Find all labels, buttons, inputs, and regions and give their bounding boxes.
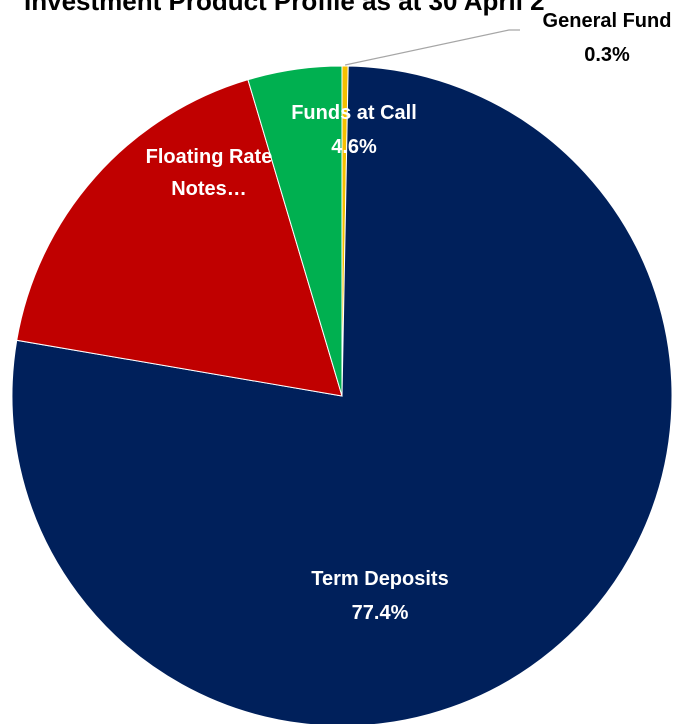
pie-slice-term-deposits xyxy=(11,65,673,724)
slice-value-general-fund: 0.3% xyxy=(584,44,630,66)
pie-slice-funds-at-call xyxy=(247,65,343,397)
slice-value-term-deposits: 77.4% xyxy=(352,602,409,624)
pie-slice-floating-rate-notes xyxy=(16,79,343,397)
slice-label-general-fund: General Fund xyxy=(543,10,672,32)
leader-line-general-fund xyxy=(344,29,520,66)
slice-value-funds-at-call: 4.6% xyxy=(331,136,377,158)
slice-label-funds-at-call: Funds at Call xyxy=(291,102,417,124)
slice-label-floating-rate-notes: Notes… xyxy=(171,178,247,200)
chart-title: Investment Product Profile as at 30 Apri… xyxy=(24,0,545,16)
slice-label-term-deposits: Term Deposits xyxy=(311,568,448,590)
slice-label-floating-rate-notes: Floating Rate xyxy=(146,146,273,168)
